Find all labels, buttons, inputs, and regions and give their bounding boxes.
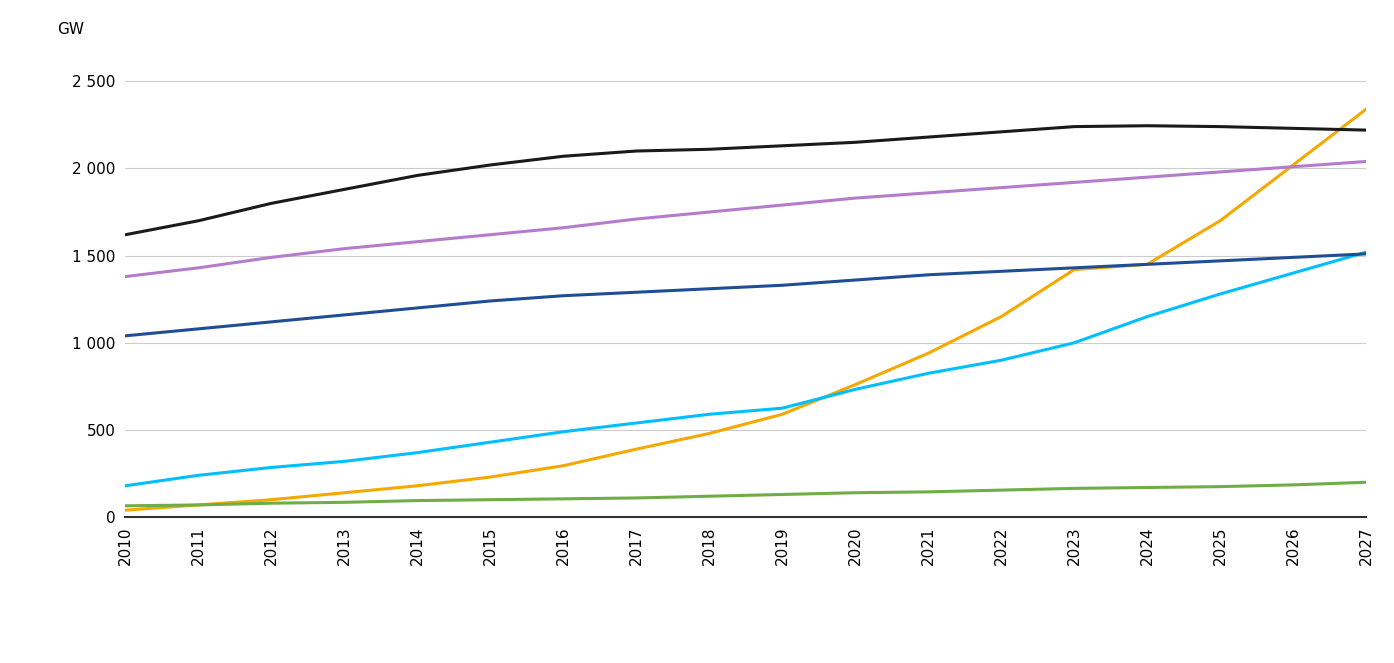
Text: GW: GW	[57, 22, 84, 37]
